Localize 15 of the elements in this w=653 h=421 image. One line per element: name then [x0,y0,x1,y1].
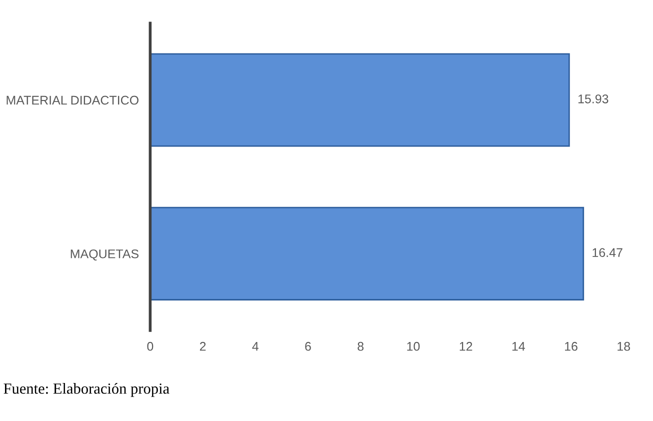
y-tick-label: MATERIAL DIDACTICO [6,96,138,105]
x-tick-label: 4 [252,342,259,351]
x-tick-label: 12 [460,342,472,351]
x-tick-label: 8 [358,342,364,351]
x-tick-label: 16 [565,342,578,351]
x-tick-label: 2 [200,342,206,351]
x-tick-label: 18 [618,342,630,351]
source-note: Fuente: Elaboración propia [4,383,170,397]
x-tick-label: 6 [305,342,311,351]
data-label: 15.93 [578,94,608,104]
x-tick-label: 10 [407,342,420,351]
data-label: 16.47 [592,248,622,258]
x-tick-label: 14 [512,342,525,351]
y-tick-label: MAQUETAS [70,249,139,261]
x-tick-label: 0 [147,342,154,351]
